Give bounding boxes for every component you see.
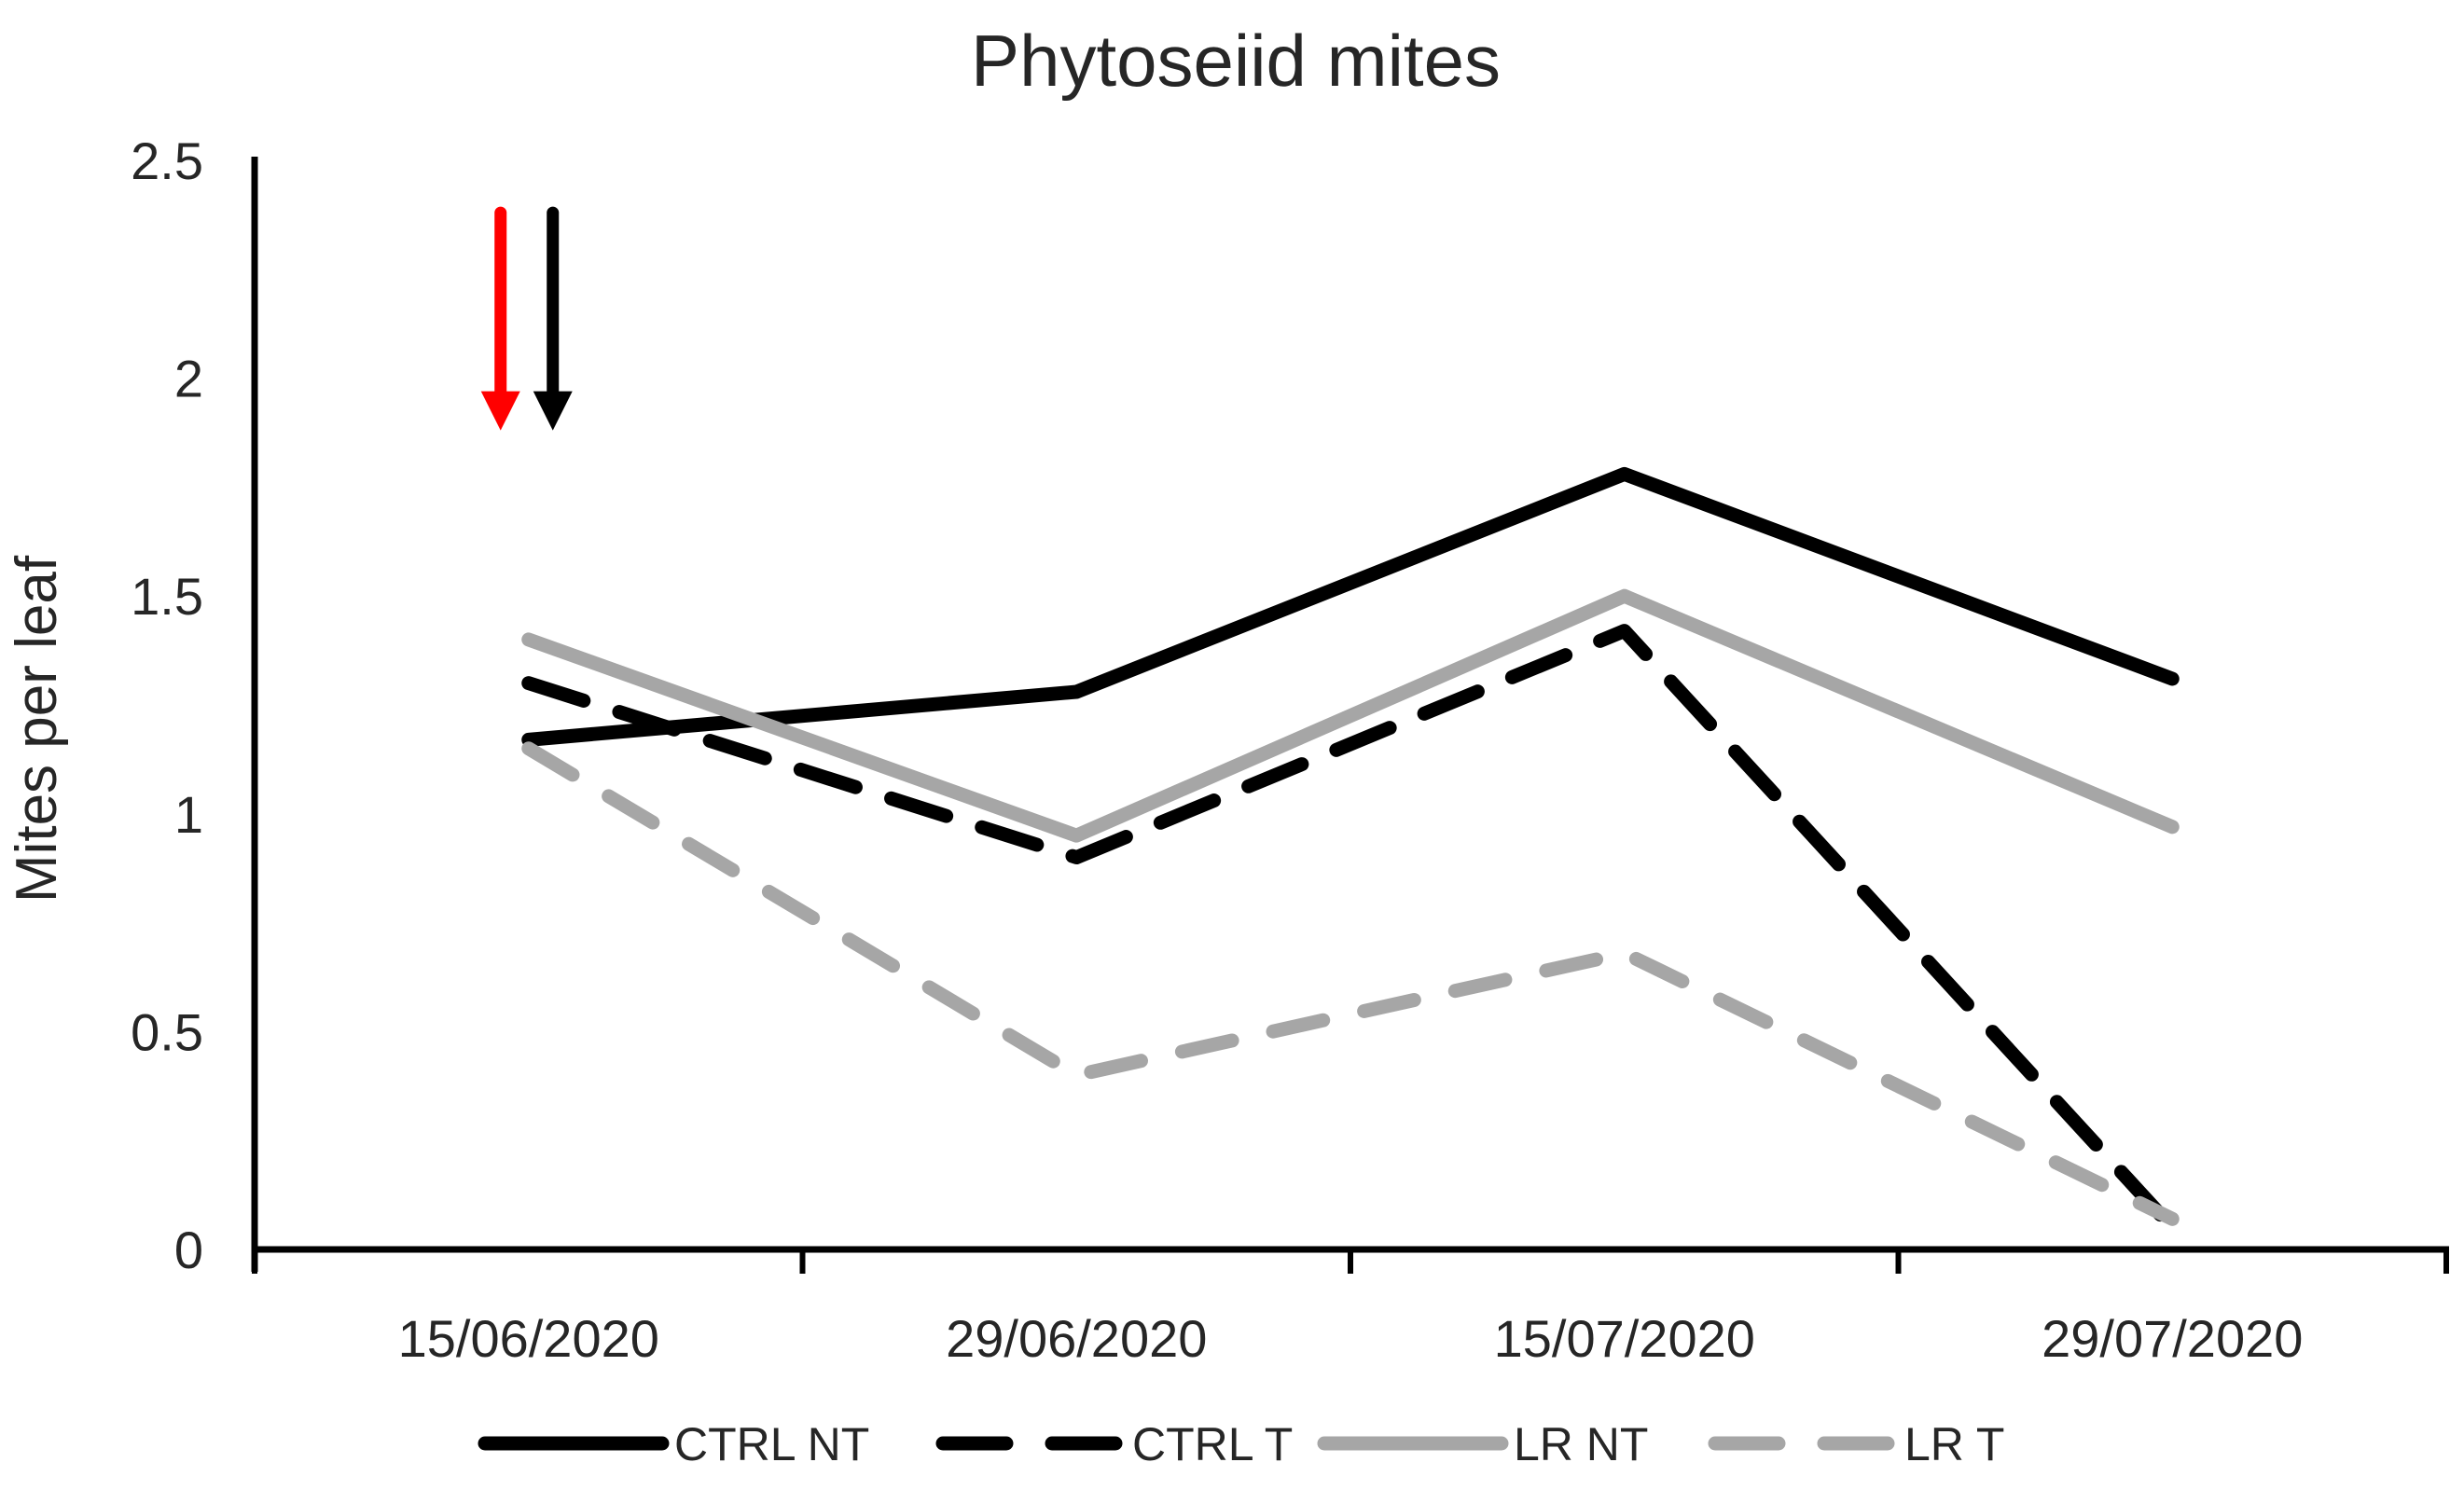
series-line-lr-t <box>521 741 2180 1226</box>
y-tick-label: 0 <box>174 1221 203 1279</box>
y-tick-label: 1.5 <box>131 567 203 626</box>
y-tick-label: 0.5 <box>131 1002 203 1061</box>
x-tick-label: 15/07/2020 <box>1494 1309 1755 1368</box>
series-line-lr-nt <box>521 588 2180 843</box>
y-tick-label: 2.5 <box>131 131 203 190</box>
x-axis-line-group <box>252 1246 2449 1274</box>
legend-label-ctrl-t: CTRL T <box>1132 1418 1293 1470</box>
black-spray-arrow-head <box>533 391 573 431</box>
y-tick-label: 1 <box>174 785 203 844</box>
legend-label-lr-nt: LR NT <box>1514 1418 1648 1470</box>
series-line-ctrl-t <box>521 624 2180 1235</box>
y-tick-label: 2 <box>174 350 203 408</box>
x-tick-label: 29/06/2020 <box>946 1309 1207 1368</box>
x-tick-label: 29/07/2020 <box>2042 1309 2303 1368</box>
chart-title: Phytoseiid mites <box>971 20 1501 102</box>
series-lines <box>521 466 2180 1235</box>
red-spray-arrow-head <box>480 391 520 431</box>
legend: CTRL NT CTRL T LR NT LR T <box>478 1418 2004 1470</box>
annotation-arrows <box>480 206 573 431</box>
legend-label-lr-t: LR T <box>1904 1418 2004 1470</box>
series-line-ctrl-nt <box>521 466 2180 747</box>
x-tick-label: 15/06/2020 <box>398 1309 659 1368</box>
legend-label-ctrl-nt: CTRL NT <box>674 1418 869 1470</box>
y-axis-title: Mites per leaf <box>5 555 69 903</box>
x-tick-labels: 15/06/2020 29/06/2020 15/07/2020 29/07/2020 <box>398 1309 2304 1368</box>
y-tick-labels: 0 0.5 1 1.5 2 2.5 <box>131 131 203 1279</box>
